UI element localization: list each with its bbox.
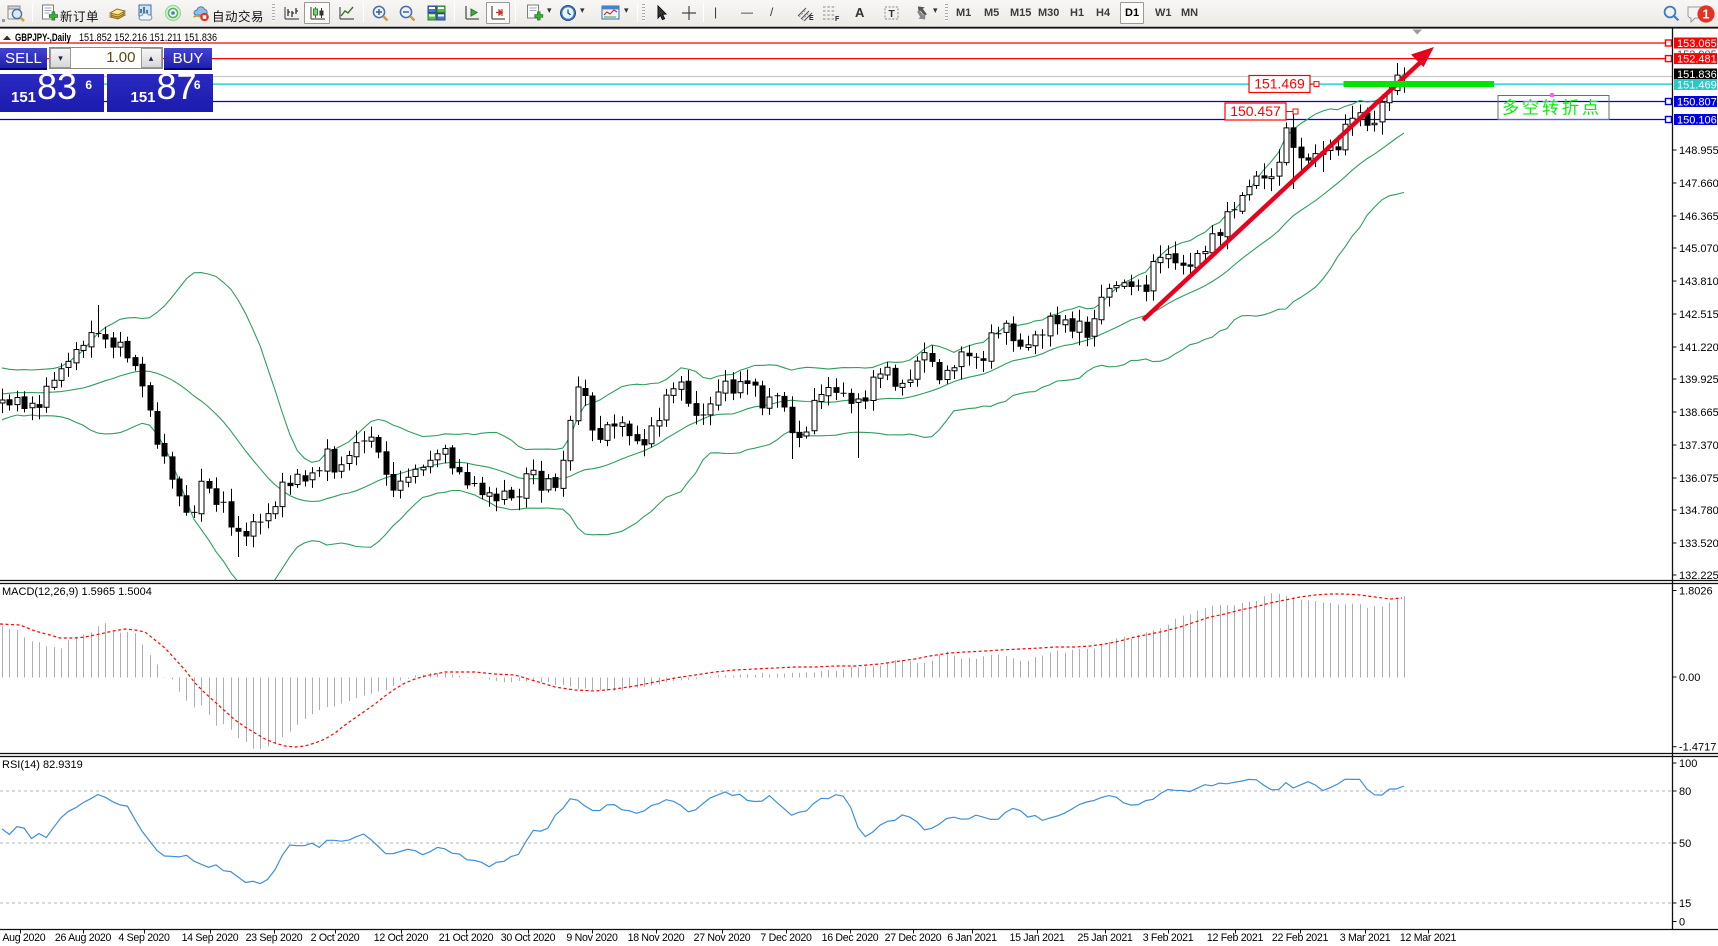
svg-text:143.810: 143.810: [1679, 276, 1718, 288]
svg-text:150.457: 150.457: [1230, 103, 1281, 119]
svg-text:3 Mar 2021: 3 Mar 2021: [1340, 932, 1391, 944]
svg-text:27 Dec 2020: 27 Dec 2020: [885, 932, 942, 944]
svg-text:152.481: 152.481: [1677, 54, 1717, 66]
svg-text:27 Nov 2020: 27 Nov 2020: [694, 932, 751, 944]
svg-text:1.8026: 1.8026: [1679, 586, 1713, 598]
svg-text:137.370: 137.370: [1679, 440, 1718, 452]
svg-text:22 Feb 2021: 22 Feb 2021: [1272, 932, 1329, 944]
svg-text:1: 1: [1703, 7, 1710, 21]
svg-text:151.469: 151.469: [1254, 76, 1305, 92]
svg-text:MACD(12,26,9) 1.5965 1.5004: MACD(12,26,9) 1.5965 1.5004: [2, 586, 152, 598]
svg-text:139.925: 139.925: [1679, 374, 1718, 386]
svg-text:0: 0: [1679, 917, 1685, 929]
svg-text:146.365: 146.365: [1679, 211, 1718, 223]
svg-text:141.220: 141.220: [1679, 342, 1718, 354]
svg-text:7 Aug 2020: 7 Aug 2020: [0, 932, 46, 944]
svg-text:12 Mar 2021: 12 Mar 2021: [1400, 932, 1457, 944]
svg-text:80: 80: [1679, 786, 1691, 798]
svg-text:12 Oct 2020: 12 Oct 2020: [374, 932, 429, 944]
svg-text:14 Sep 2020: 14 Sep 2020: [182, 932, 239, 944]
svg-text:151.852 152.216 151.211 151.83: 151.852 152.216 151.211 151.836: [79, 32, 217, 44]
svg-text:150.807: 150.807: [1677, 97, 1717, 109]
svg-text:9 Nov 2020: 9 Nov 2020: [566, 932, 618, 944]
svg-text:148.955: 148.955: [1679, 145, 1718, 157]
svg-text:153.065: 153.065: [1677, 38, 1717, 50]
svg-text:T: T: [888, 8, 895, 20]
svg-text:151.469: 151.469: [1677, 80, 1717, 92]
svg-text:F: F: [835, 16, 840, 22]
svg-text:147.660: 147.660: [1679, 178, 1718, 190]
svg-text:150.106: 150.106: [1677, 115, 1717, 127]
svg-text:134.780: 134.780: [1679, 505, 1718, 517]
svg-text:136.075: 136.075: [1679, 473, 1718, 485]
svg-text:6 Jan 2021: 6 Jan 2021: [947, 932, 997, 944]
svg-text:50: 50: [1679, 838, 1691, 850]
svg-text:16 Dec 2020: 16 Dec 2020: [822, 932, 879, 944]
svg-text:100: 100: [1679, 758, 1697, 770]
svg-text:26 Aug 2020: 26 Aug 2020: [55, 932, 112, 944]
svg-text:12 Feb 2021: 12 Feb 2021: [1207, 932, 1264, 944]
svg-text:E: E: [809, 15, 814, 22]
svg-text:151.836: 151.836: [1677, 69, 1717, 81]
svg-text:多空转折点: 多空转折点: [1502, 99, 1602, 118]
svg-text:2 Oct 2020: 2 Oct 2020: [311, 932, 360, 944]
svg-text:4 Sep 2020: 4 Sep 2020: [118, 932, 170, 944]
svg-text:15 Jan 2021: 15 Jan 2021: [1009, 932, 1064, 944]
svg-text:30 Oct 2020: 30 Oct 2020: [501, 932, 556, 944]
svg-text:133.520: 133.520: [1679, 538, 1718, 550]
svg-text:0.00: 0.00: [1679, 672, 1700, 684]
svg-text:GBPJPY-,Daily: GBPJPY-,Daily: [15, 32, 72, 44]
svg-text:142.515: 142.515: [1679, 309, 1718, 321]
svg-text:-1.4717: -1.4717: [1679, 742, 1716, 754]
svg-text:7 Dec 2020: 7 Dec 2020: [760, 932, 812, 944]
svg-text:15: 15: [1679, 898, 1691, 910]
svg-text:145.070: 145.070: [1679, 243, 1718, 255]
svg-text:18 Nov 2020: 18 Nov 2020: [628, 932, 685, 944]
svg-text:3 Feb 2021: 3 Feb 2021: [1143, 932, 1194, 944]
svg-text:132.225: 132.225: [1679, 570, 1718, 582]
svg-text:21 Oct 2020: 21 Oct 2020: [439, 932, 494, 944]
svg-text:23 Sep 2020: 23 Sep 2020: [246, 932, 303, 944]
svg-text:RSI(14) 82.9319: RSI(14) 82.9319: [2, 759, 83, 771]
svg-text:138.665: 138.665: [1679, 407, 1718, 419]
svg-text:25 Jan 2021: 25 Jan 2021: [1077, 932, 1132, 944]
